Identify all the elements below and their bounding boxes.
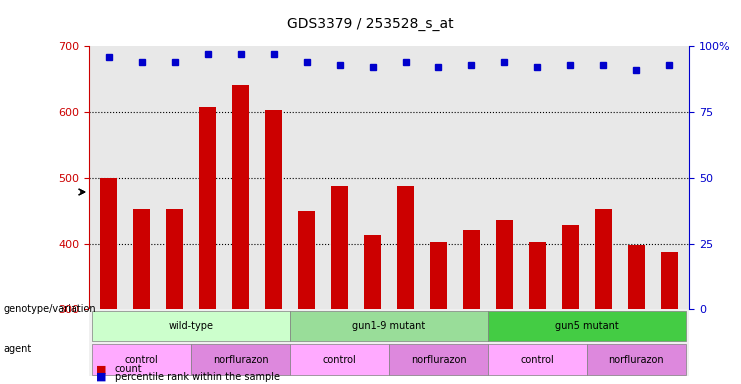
FancyBboxPatch shape	[290, 344, 389, 375]
Text: gun5 mutant: gun5 mutant	[555, 321, 619, 331]
Text: count: count	[115, 364, 142, 374]
Text: ■: ■	[96, 364, 107, 374]
Text: gun1-9 mutant: gun1-9 mutant	[353, 321, 425, 331]
Bar	[365, 235, 381, 310]
Bar	[431, 242, 447, 310]
Text: norflurazon: norflurazon	[213, 354, 268, 364]
Bar	[628, 245, 645, 310]
Bar	[661, 252, 677, 310]
FancyBboxPatch shape	[92, 311, 290, 341]
Bar	[133, 209, 150, 310]
Text: control: control	[521, 354, 554, 364]
Bar	[199, 107, 216, 310]
Bar	[265, 110, 282, 310]
FancyBboxPatch shape	[191, 344, 290, 375]
Bar	[496, 220, 513, 310]
Bar	[331, 186, 348, 310]
Bar	[167, 209, 183, 310]
Bar	[233, 85, 249, 310]
Bar	[463, 230, 479, 310]
Text: norflurazon: norflurazon	[608, 354, 664, 364]
Text: GDS3379 / 253528_s_at: GDS3379 / 253528_s_at	[288, 17, 453, 31]
FancyBboxPatch shape	[488, 344, 587, 375]
Bar	[101, 178, 117, 310]
Text: wild-type: wild-type	[169, 321, 213, 331]
Bar	[595, 209, 611, 310]
Text: norflurazon: norflurazon	[411, 354, 466, 364]
Text: genotype/variation: genotype/variation	[4, 304, 96, 314]
Text: percentile rank within the sample: percentile rank within the sample	[115, 372, 280, 382]
Bar	[529, 242, 545, 310]
Text: control: control	[124, 354, 159, 364]
Text: agent: agent	[4, 344, 32, 354]
FancyBboxPatch shape	[290, 311, 488, 341]
Text: ■: ■	[96, 372, 107, 382]
Bar	[397, 186, 413, 310]
FancyBboxPatch shape	[389, 344, 488, 375]
Text: control: control	[322, 354, 356, 364]
FancyBboxPatch shape	[587, 344, 686, 375]
FancyBboxPatch shape	[92, 344, 191, 375]
FancyBboxPatch shape	[488, 311, 686, 341]
Bar	[299, 210, 315, 310]
Bar	[562, 225, 579, 310]
